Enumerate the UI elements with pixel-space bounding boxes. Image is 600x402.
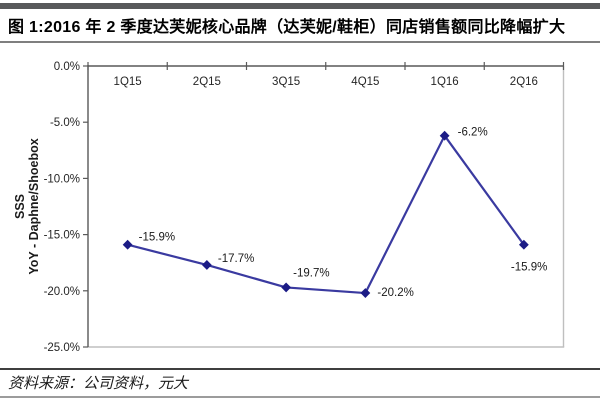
y-axis-title-line2: YoY - Daphne/Shoebox	[27, 138, 41, 274]
footer-top-divider	[0, 368, 600, 370]
title-underline	[0, 41, 600, 43]
y-axis-title-line1: SSS	[13, 194, 27, 219]
x-tick-label: 3Q15	[272, 76, 300, 88]
data-point-marker	[518, 239, 529, 250]
data-point-marker	[201, 260, 212, 270]
data-point-label: -20.2%	[377, 287, 413, 299]
figure-title: 图 1:2016 年 2 季度达芙妮核心品牌（达芙妮/鞋柜）同店销售额同比降幅扩…	[8, 19, 566, 36]
x-tick-label: 2Q15	[193, 76, 221, 88]
x-tick-label: 1Q16	[431, 76, 459, 88]
data-point-marker	[360, 288, 371, 298]
y-tick-label: -20.0%	[44, 286, 80, 298]
x-tick-label: 4Q15	[351, 76, 379, 88]
source-note: 资料来源：公司资料，元大	[8, 376, 189, 392]
y-tick-label: -25.0%	[44, 342, 80, 354]
top-divider-bar	[0, 3, 600, 9]
x-tick-label: 2Q16	[510, 76, 538, 88]
y-tick-label: -5.0%	[50, 117, 80, 129]
data-point-label: -19.7%	[293, 267, 329, 279]
x-tick-label: 1Q15	[114, 76, 142, 88]
data-point-label: -17.7%	[218, 253, 254, 265]
data-point-label: -15.9%	[139, 232, 175, 244]
data-point-label: -6.2%	[458, 127, 488, 139]
series-line	[127, 134, 525, 295]
y-tick-label: -10.0%	[44, 173, 80, 185]
data-point-marker	[439, 130, 450, 141]
data-point-marker	[281, 282, 292, 293]
y-tick-label: 0.0%	[54, 61, 80, 73]
data-point-label: -15.9%	[511, 262, 547, 274]
data-point-marker	[122, 239, 133, 250]
footer-bottom-divider	[0, 396, 600, 398]
y-tick-label: -15.0%	[44, 230, 80, 242]
